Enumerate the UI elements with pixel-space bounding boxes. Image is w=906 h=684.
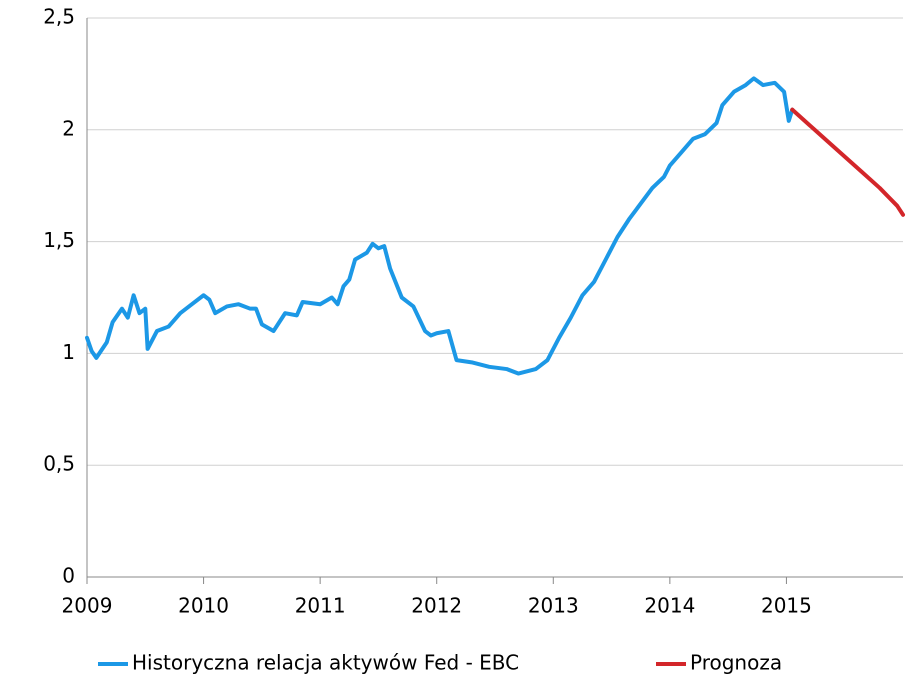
x-tick-label: 2014 [644, 594, 695, 618]
y-tick-label: 0 [62, 564, 75, 588]
legend-label: Prognoza [690, 651, 782, 675]
series-line [790, 107, 905, 217]
y-tick-label: 1 [62, 340, 75, 364]
legend-label: Historyczna relacja aktywów Fed - EBC [132, 651, 519, 675]
x-tick-label: 2012 [411, 594, 462, 618]
x-tick-label: 2009 [62, 594, 113, 618]
x-tick-label: 2011 [295, 594, 346, 618]
y-tick-label: 2,5 [43, 5, 75, 29]
x-tick-label: 2010 [178, 594, 229, 618]
x-tick-label: 2013 [528, 594, 579, 618]
y-tick-label: 0,5 [43, 452, 75, 476]
series-line [85, 76, 795, 376]
x-tick-label: 2015 [761, 594, 812, 618]
y-tick-label: 1,5 [43, 228, 75, 252]
y-tick-label: 2 [62, 116, 75, 140]
